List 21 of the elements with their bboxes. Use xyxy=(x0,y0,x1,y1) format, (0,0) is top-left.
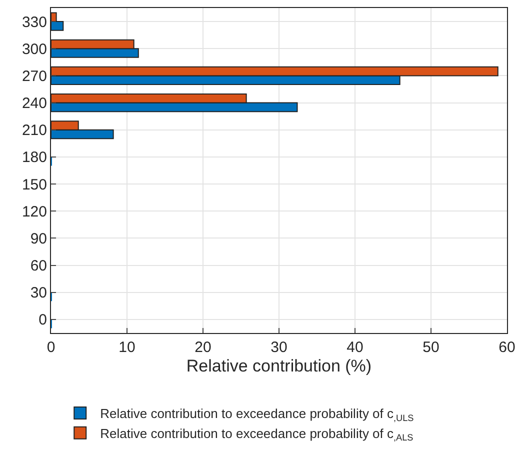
y-tick-label: 60 xyxy=(30,258,47,275)
y-tick-label: 210 xyxy=(22,122,47,140)
x-tick-label: 50 xyxy=(422,339,440,356)
y-tick-label: 120 xyxy=(22,203,47,220)
y-tick-label: 0 xyxy=(38,312,47,329)
y-tick-label: 150 xyxy=(22,176,47,194)
y-tick-label: 30 xyxy=(30,284,47,302)
legend-label: Relative contribution to exceedance probability of c$_{,ALS}$ xyxy=(100,426,414,443)
x-tick-label: 10 xyxy=(118,339,136,356)
x-axis-title: Relative contribution (%) xyxy=(186,356,372,376)
y-tick-label: 270 xyxy=(22,68,47,85)
y-tick-label: 300 xyxy=(22,40,47,58)
y-tick-label: 330 xyxy=(22,14,47,31)
y-tick-label: 240 xyxy=(22,95,47,112)
x-tick-label: 30 xyxy=(270,339,288,356)
y-tick-label: 90 xyxy=(30,230,47,248)
y-tick-label: 180 xyxy=(22,149,47,166)
legend-label: Relative contribution to exceedance probability of c$_{,ULS}$ xyxy=(100,406,414,423)
x-tick-label: 60 xyxy=(498,339,516,356)
x-tick-label: 20 xyxy=(194,339,212,356)
x-tick-label: 40 xyxy=(346,339,364,356)
